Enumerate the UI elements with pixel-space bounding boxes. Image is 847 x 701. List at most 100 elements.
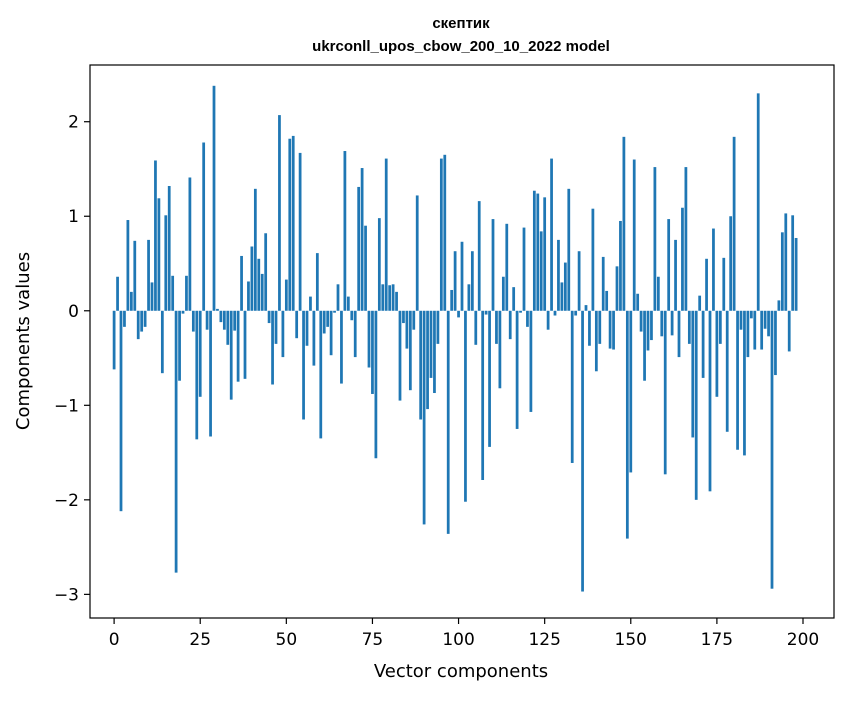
- bar: [216, 308, 219, 311]
- bar: [736, 310, 739, 450]
- bar: [674, 239, 677, 311]
- bar: [474, 310, 478, 345]
- bar: [395, 291, 398, 311]
- bar: [340, 310, 343, 384]
- bar: [202, 142, 206, 311]
- x-tick-label: 100: [442, 630, 474, 650]
- y-tick-label: −2: [54, 491, 79, 511]
- bar: [374, 310, 378, 459]
- bar: [291, 135, 295, 311]
- bar: [550, 158, 553, 311]
- bar: [608, 310, 612, 349]
- bar: [377, 218, 381, 311]
- bar: [563, 262, 567, 311]
- bars-group: [112, 85, 798, 592]
- bar: [529, 310, 533, 412]
- bar: [481, 310, 485, 480]
- bar: [584, 305, 588, 311]
- bar: [457, 310, 460, 318]
- bar: [557, 239, 560, 311]
- bar: [670, 310, 674, 336]
- y-axis-label: Components values: [13, 252, 34, 430]
- bar: [667, 219, 671, 311]
- bar: [236, 310, 240, 382]
- bar: [491, 219, 495, 311]
- bar: [495, 310, 498, 344]
- x-axis-label: Vector components: [374, 661, 548, 682]
- bar: [212, 85, 216, 311]
- bar: [357, 186, 361, 311]
- bar: [371, 310, 374, 394]
- bar: [426, 310, 429, 410]
- bar: [691, 310, 695, 438]
- bar: [160, 310, 164, 374]
- bar: [477, 201, 481, 311]
- bar: [574, 310, 578, 316]
- bar: [629, 310, 633, 473]
- bar: [681, 207, 684, 311]
- bar: [619, 220, 622, 311]
- bar: [615, 266, 619, 311]
- bar: [278, 115, 281, 311]
- bar: [439, 158, 443, 311]
- bar: [129, 291, 133, 311]
- bar: [309, 296, 312, 311]
- bar: [498, 310, 502, 389]
- bar: [391, 284, 395, 311]
- x-tick-label: 200: [787, 630, 819, 650]
- bar: [663, 310, 667, 475]
- bar: [188, 177, 192, 311]
- bar: [298, 152, 302, 311]
- bar: [250, 246, 254, 311]
- bar: [643, 310, 646, 381]
- bar: [229, 310, 233, 400]
- bar: [305, 310, 309, 346]
- bar: [350, 310, 354, 321]
- bar: [467, 284, 471, 311]
- bar: [415, 195, 419, 311]
- bar: [639, 310, 643, 332]
- bar: [732, 136, 736, 311]
- bar: [464, 310, 467, 502]
- bar: [708, 310, 712, 492]
- bar: [749, 310, 753, 319]
- x-tick-label: 175: [701, 630, 733, 650]
- bar: [570, 310, 574, 463]
- bar: [687, 310, 691, 344]
- bar: [364, 225, 367, 311]
- bar: [694, 310, 698, 500]
- bar: [684, 167, 688, 311]
- bar: [267, 310, 271, 324]
- bar: [546, 310, 550, 330]
- bar: [353, 310, 357, 358]
- bar: [398, 310, 402, 401]
- bar: [512, 287, 516, 311]
- bar: [147, 239, 150, 311]
- bar: [729, 216, 733, 311]
- bar: [329, 310, 333, 356]
- bar: [274, 310, 278, 344]
- bar: [743, 310, 746, 456]
- bar: [591, 208, 595, 311]
- bar: [601, 256, 605, 311]
- bar: [319, 310, 323, 439]
- bar: [126, 220, 130, 311]
- bar: [791, 215, 795, 311]
- bar: [174, 310, 178, 573]
- bar: [133, 240, 137, 311]
- bar: [701, 310, 705, 378]
- y-tick-label: −1: [54, 396, 79, 416]
- bar: [488, 310, 491, 447]
- y-tick-label: 0: [68, 302, 79, 322]
- bar: [519, 310, 522, 313]
- bar: [532, 190, 536, 311]
- bar: [777, 300, 781, 311]
- y-tick-label: 2: [68, 113, 79, 133]
- bar: [419, 310, 423, 420]
- bar: [181, 310, 185, 314]
- bar: [157, 198, 161, 311]
- bar: [384, 158, 388, 311]
- bar: [271, 310, 274, 385]
- bar: [140, 310, 144, 332]
- bar: [794, 237, 798, 311]
